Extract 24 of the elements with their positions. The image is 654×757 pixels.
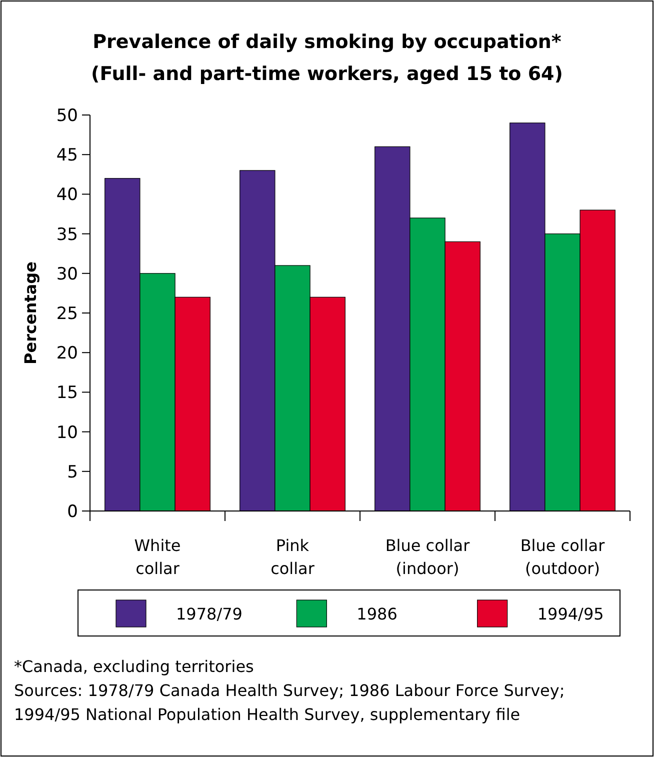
y-tick-label: 10	[56, 422, 78, 443]
text: 1994/95 National Population Health Survey, supplementary file	[14, 705, 520, 724]
legend-label: 1986	[356, 604, 398, 624]
chart-title: Prevalence of daily smoking by occupation*	[92, 31, 562, 53]
y-tick-label: 25	[56, 304, 78, 324]
x-tick-label: Blue collar (outdoor)	[520, 536, 606, 578]
y-tick-label: 5	[67, 462, 78, 482]
y-tick-label: 0	[67, 502, 78, 522]
y-tick-label: 45	[56, 146, 78, 166]
y-tick-label: 15	[56, 383, 78, 404]
text: *Canada, excluding territories	[14, 657, 254, 676]
y-axis-title: Percentage	[21, 261, 40, 364]
source-note: Sources: 1978/79 Canada Health Survey; 1986 Labour Force Survey;	[14, 681, 565, 700]
x-tick-label: White collar	[134, 536, 181, 578]
legend-label: 1994/95	[537, 604, 604, 624]
y-tick-label: 30	[56, 264, 78, 284]
x-tick-label: Blue collar (indoor)	[385, 536, 470, 578]
y-tick-label: 20	[56, 344, 78, 364]
y-tick-label: 35	[56, 224, 78, 245]
y-tick-label: 40	[56, 185, 78, 206]
x-tick-label: Pink collar	[270, 536, 315, 578]
chart-subtitle: (Full- and part-time workers, aged 15 to 64)	[91, 63, 563, 85]
legend-label: 1978/79	[176, 604, 242, 624]
y-tick-label: 50	[56, 106, 78, 126]
